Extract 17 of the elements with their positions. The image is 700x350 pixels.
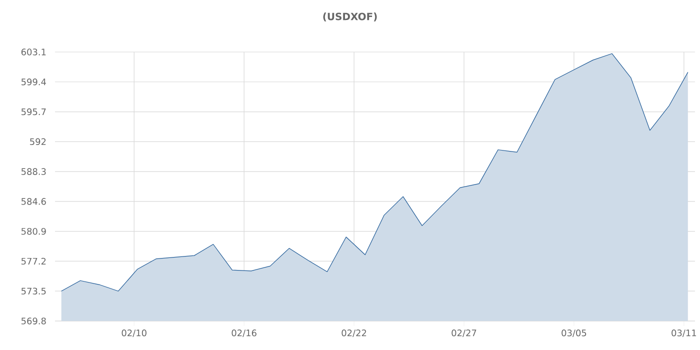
y-tick-label: 603.1 [21, 48, 46, 56]
x-tick-label: 02/22 [342, 330, 366, 337]
y-tick-label: 577.2 [22, 258, 46, 265]
y-tick-label: 599.4 [22, 78, 46, 86]
y-tick-label: 588.3 [22, 168, 46, 175]
y-tick-label: 569.8 [22, 318, 46, 324]
x-tick-label: 02/16 [232, 330, 256, 337]
y-tick-label: 584.6 [22, 198, 46, 205]
x-tick-label: 02/27 [452, 330, 476, 337]
chart-title: (USDXOF) [323, 12, 377, 22]
y-tick-label: 592 [30, 138, 46, 146]
x-tick-label: 02/10 [122, 330, 146, 337]
y-tick-label: 580.9 [22, 228, 46, 235]
y-tick-label: 573.5 [22, 288, 46, 294]
x-tick-label: 03/11 [672, 330, 696, 337]
y-tick-label: 595.7 [22, 108, 46, 116]
x-tick-label: 03/05 [562, 330, 586, 337]
